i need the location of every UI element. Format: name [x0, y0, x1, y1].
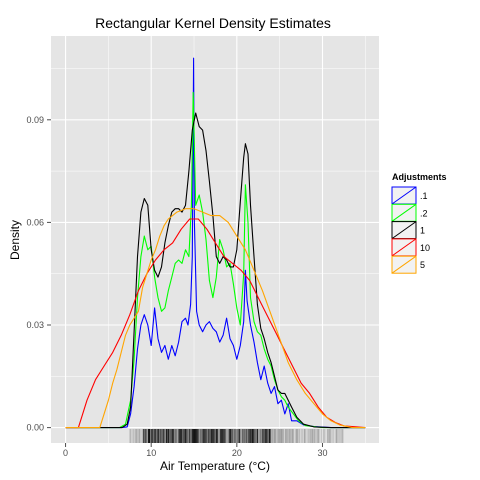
chart-title: Rectangular Kernel Density Estimates: [95, 15, 331, 31]
legend-label: 5: [420, 260, 425, 270]
density-series: [65, 57, 366, 429]
y-axis: 0.00 0.03 0.06 0.09: [26, 115, 51, 433]
x-axis: 0 10 20 30: [63, 443, 327, 458]
legend-key-line: [391, 203, 417, 222]
x-tick-label: 10: [146, 448, 156, 458]
legend-key-line: [391, 255, 417, 274]
legend-key-line: [391, 238, 417, 257]
x-tick-label: 0: [63, 448, 68, 458]
y-tick-label: 0.00: [26, 423, 44, 433]
y-tick-label: 0.09: [26, 115, 44, 125]
legend-title: Adjustments: [392, 172, 447, 182]
legend-key: [391, 238, 417, 257]
legend-label: .2: [420, 208, 428, 218]
legend-label: 10: [420, 243, 430, 253]
x-tick-label: 20: [232, 448, 242, 458]
series-line-p1: [65, 57, 366, 429]
legend-key: [391, 221, 417, 240]
legend-key: [391, 255, 417, 274]
legend: Adjustments .1 .2 1 10 5: [391, 172, 447, 274]
legend-key: [391, 186, 417, 205]
legend-key-line: [391, 186, 417, 205]
y-axis-label: Density: [8, 220, 22, 260]
x-tick-label: 30: [317, 448, 327, 458]
series-line-5: [65, 208, 366, 429]
y-tick-label: 0.03: [26, 320, 44, 330]
legend-label: 1: [420, 226, 425, 236]
x-axis-label: Air Temperature (°C): [160, 459, 270, 473]
y-tick-label: 0.06: [26, 217, 44, 227]
legend-label: .1: [420, 191, 428, 201]
series-line-10: [65, 218, 366, 429]
legend-key-line: [391, 221, 417, 240]
rug-marks: [129, 429, 344, 443]
legend-key: [391, 203, 417, 222]
